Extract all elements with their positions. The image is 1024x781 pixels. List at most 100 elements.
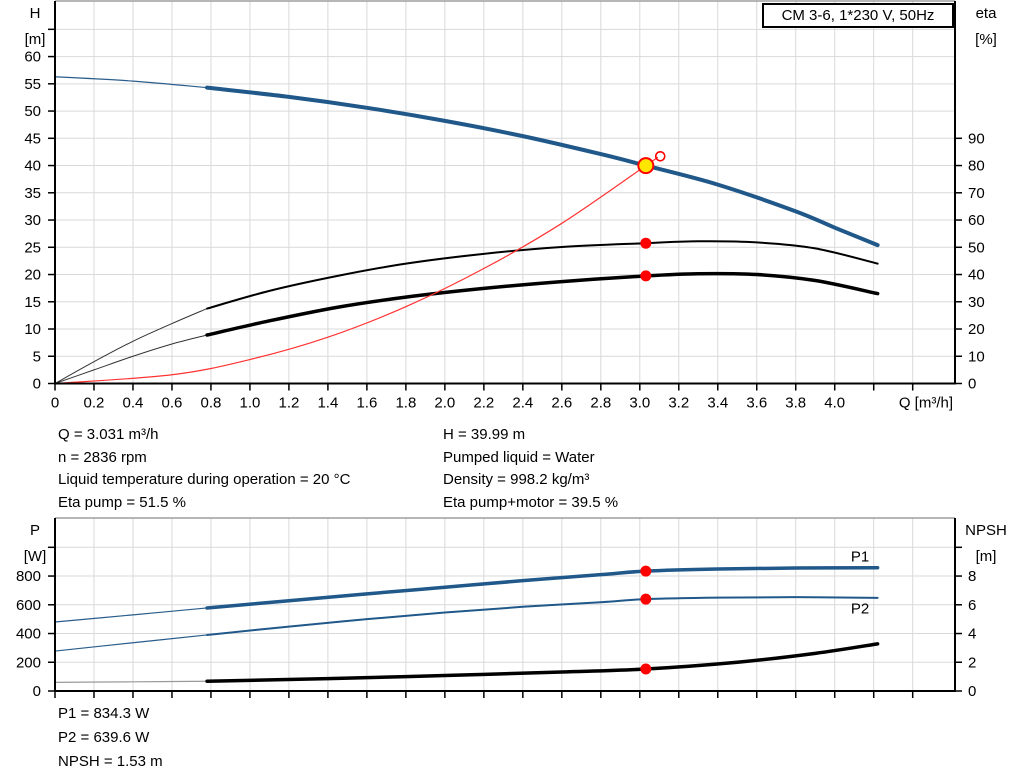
p1-series-label: P1 — [851, 549, 869, 566]
hq-chart-tick-labels: 0 5 10 15 20 25 30 35 40 45 50 55 60 0 10 20 30 40 50 60 70 8… — [24, 5, 997, 412]
p2-point — [640, 593, 652, 605]
right-axis-title: eta — [976, 5, 998, 22]
right-tick-label: 10 — [968, 348, 985, 365]
x-tick-label: 2.0 — [434, 395, 455, 412]
x-tick-label: 3.4 — [707, 395, 728, 412]
x-tick-label: 1.8 — [395, 395, 416, 412]
p2-series-label: P2 — [851, 600, 869, 617]
x-tick-label: 1.6 — [356, 395, 377, 412]
info-line-p1: P1 = 834.3 W — [58, 705, 150, 722]
left-tick-label: 600 — [16, 597, 41, 614]
x-tick-label: 3.2 — [668, 395, 689, 412]
right-tick-label: 70 — [968, 185, 985, 202]
x-tick-label: 1.2 — [278, 395, 299, 412]
eta-pump-motor-curve — [205, 271, 880, 337]
left-axis-title: [m] — [25, 31, 46, 48]
x-tick-label: 3.0 — [629, 395, 650, 412]
info-line-pumped-liquid: Pumped liquid = Water — [443, 448, 595, 466]
npsh-point — [640, 663, 652, 675]
left-tick-label: 35 — [24, 185, 41, 202]
left-tick-label: 40 — [24, 158, 41, 175]
hq-chart-ticks — [48, 28, 962, 391]
duty-point[interactable] — [637, 157, 655, 175]
x-tick-label: 0.4 — [123, 395, 144, 412]
npsh-curve — [205, 642, 880, 683]
left-tick-label: 0 — [33, 683, 41, 700]
right-tick-label: 20 — [968, 321, 985, 338]
x-tick-label: 2.2 — [473, 395, 494, 412]
eta-pump-curve-thin — [54, 308, 208, 384]
right-tick-label: 4 — [968, 626, 976, 643]
x-tick-label: 3.6 — [746, 395, 767, 412]
info-line-eta-pump: Eta pump = 51.5 % — [58, 493, 186, 511]
x-tick-label: 1.0 — [240, 395, 261, 412]
head-curve — [205, 85, 880, 248]
info-line-npsh: NPSH = 1.53 m — [58, 753, 163, 770]
x-tick-label: 0.2 — [84, 395, 105, 412]
right-axis-title: [m] — [976, 548, 997, 565]
rated-point — [654, 150, 666, 162]
p1-curve — [205, 565, 880, 610]
info-line-density: Density = 998.2 kg/m³ — [443, 471, 590, 488]
right-tick-label: 2 — [968, 654, 976, 671]
right-tick-label: 60 — [968, 212, 985, 229]
left-tick-label: 10 — [24, 321, 41, 338]
left-tick-label: 0 — [33, 376, 41, 393]
left-axis-title: P — [30, 522, 40, 539]
left-tick-label: 30 — [24, 212, 41, 229]
left-tick-label: 55 — [24, 76, 41, 93]
left-tick-label: 5 — [33, 348, 41, 365]
p1-curve-thin — [54, 607, 208, 623]
x-tick-label: 1.4 — [317, 395, 338, 412]
left-tick-label: 400 — [16, 626, 41, 643]
x-tick-label: 4.0 — [824, 395, 845, 412]
right-axis-title: [%] — [975, 31, 997, 48]
left-tick-label: 800 — [16, 568, 41, 585]
info-line-head: H = 39.99 m — [443, 426, 526, 443]
right-tick-label: 0 — [968, 683, 976, 700]
eta-pump-curve — [206, 240, 879, 310]
eta-pump-motor-point — [640, 270, 652, 282]
duty-info-left: Q = 3.031 m³/h n = 2836 rpm Liquid tempe… — [58, 424, 350, 514]
x-tick-label: 2.4 — [512, 395, 533, 412]
hq-chart: 0 5 10 15 20 25 30 35 40 45 50 55 60 0 10 20 30 40 50 60 70 8… — [24, 0, 997, 412]
x-tick-label: 2.8 — [590, 395, 611, 412]
x-tick-label: 0.6 — [162, 395, 183, 412]
right-axis-title: NPSH — [965, 522, 1007, 539]
p2-curve — [206, 596, 879, 636]
head-curve-thin — [54, 76, 208, 89]
info-line-speed: n = 2836 rpm — [58, 448, 147, 466]
left-tick-label: 25 — [24, 239, 41, 256]
x-tick-label: 0.8 — [201, 395, 222, 412]
right-tick-label: 40 — [968, 267, 985, 284]
left-tick-label: 15 — [24, 294, 41, 311]
left-tick-label: 200 — [16, 654, 41, 671]
x-tick-label: 0 — [51, 395, 59, 412]
right-tick-label: 50 — [968, 239, 985, 256]
info-line-liquid-temp: Liquid temperature during operation = 20… — [58, 471, 351, 488]
left-axis-title: [W] — [24, 548, 47, 565]
duty-info-right: H = 39.99 m Pumped liquid = Water Densit… — [443, 424, 618, 514]
info-line-p2: P2 = 639.6 W — [58, 729, 150, 746]
pump-model-title: CM 3-6, 1*230 V, 50Hz — [762, 3, 954, 28]
info-line-q: Q = 3.031 m³/h — [58, 426, 159, 443]
p1-point — [640, 565, 652, 577]
power-npsh-chart-tick-labels: 0 200 400 600 800 0 2 4 6 8 P [W] NPSH [m] — [16, 522, 1007, 700]
x-axis-title: Q [m³/h] — [899, 395, 953, 412]
npsh-curve-thin — [54, 680, 208, 683]
system-curve — [54, 156, 658, 385]
info-line-eta-pump-motor: Eta pump+motor = 39.5 % — [443, 493, 619, 511]
right-tick-label: 8 — [968, 568, 976, 585]
hq-chart-grid — [55, 1, 955, 384]
eta-pump-point — [640, 237, 652, 249]
left-tick-label: 60 — [24, 49, 41, 66]
x-tick-label: 3.8 — [785, 395, 806, 412]
left-tick-label: 20 — [24, 267, 41, 284]
right-tick-label: 80 — [968, 158, 985, 175]
right-tick-label: 6 — [968, 597, 976, 614]
x-tick-label: 2.6 — [551, 395, 572, 412]
left-tick-label: 50 — [24, 103, 41, 120]
p2-curve-thin — [54, 634, 208, 652]
